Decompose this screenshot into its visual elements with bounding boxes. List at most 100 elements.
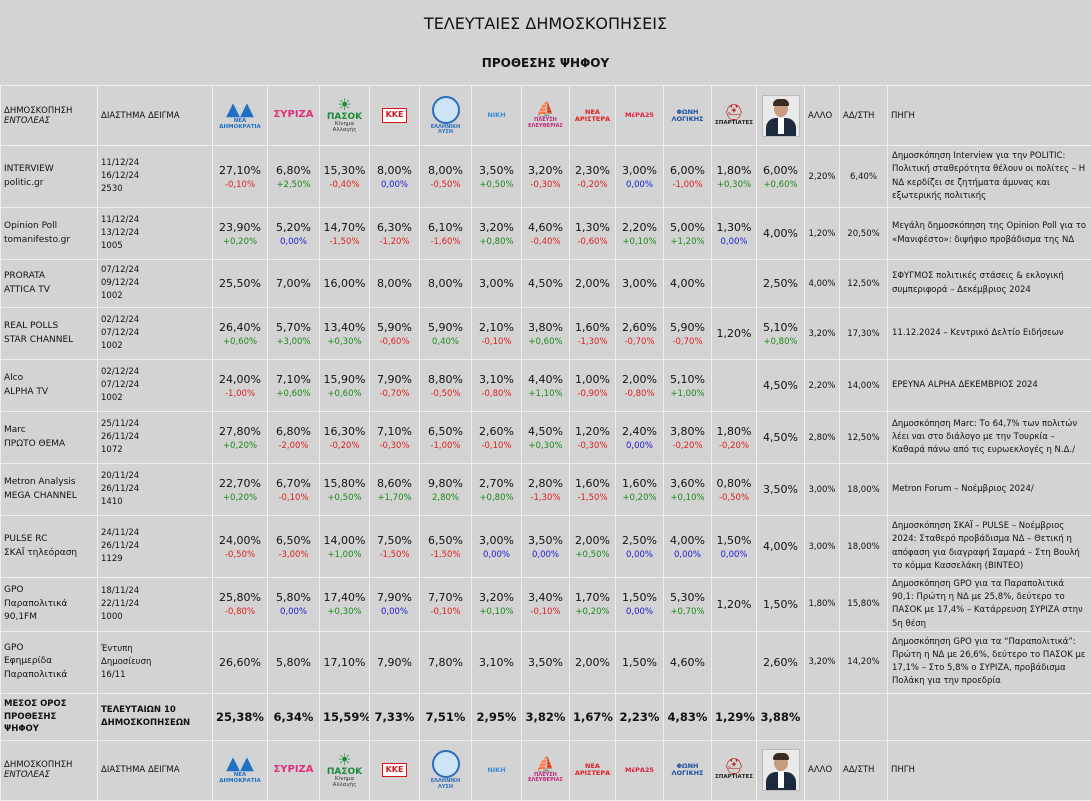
party-change: +0,70% [666, 607, 709, 617]
syriza-logo-icon: ΣΥΡΙΖΑ [273, 765, 313, 776]
party-value-cell: 1,70%+0,20% [570, 578, 616, 632]
party-percent: 5,80% [270, 656, 317, 669]
party-change: +0,20% [572, 607, 613, 617]
party-value-cell: 6,50%-1,00% [420, 412, 472, 464]
source-link[interactable]: Δημοσκόπηση GPO για τα Παραπολιτικά 90,1… [888, 578, 1091, 632]
party-value-cell: 3,80%-0,20% [664, 412, 712, 464]
party-percent: 2,20% [618, 221, 661, 234]
header-party-logo: ▲▲ΝΕΑ ΔΗΜΟΚΡΑΤΙΑ [213, 86, 268, 146]
party-percent: 1,20% [714, 327, 754, 340]
party-value-cell: 3,10% [472, 631, 522, 693]
party-change: 2,80% [422, 493, 469, 503]
party-value-cell: 25,50% [213, 260, 268, 308]
party-value-cell: 8,80%-0,50% [420, 360, 472, 412]
party-percent: 4,50% [524, 425, 567, 438]
average-value: 3,82% [522, 693, 570, 740]
party-percent: 4,50% [524, 277, 567, 290]
party-value-cell: 1,20% [712, 578, 757, 632]
party-value-cell: 8,00%0,00% [370, 146, 420, 208]
party-value-cell: 25,80%-0,80% [213, 578, 268, 632]
party-value-cell: 7,10%-0,30% [370, 412, 420, 464]
source-link[interactable]: Δημοσκόπηση Marc: Το 64,7% των πολιτών λ… [888, 412, 1091, 464]
party-percent: 27,10% [215, 164, 265, 177]
party-value-cell: 5,80% [268, 631, 320, 693]
party-change: +0,80% [474, 237, 519, 247]
party-change: +0,20% [215, 237, 265, 247]
foni-logikis-logo-icon: ΦΩΝΗ ΛΟΓΙΚΗΣ [667, 763, 708, 777]
source-link[interactable]: Metron Forum – Νοέμβριος 2024/ [888, 464, 1091, 516]
party-change: +3,00% [270, 337, 317, 347]
party-value-cell: 15,30%-0,40% [320, 146, 370, 208]
undecided-cell: 18,00% [840, 516, 888, 578]
party-value-cell: 2,50% [757, 260, 805, 308]
nd-logo-icon: ▲▲ΝΕΑ ΔΗΜΟΚΡΑΤΙΑ [216, 101, 264, 131]
party-change: +0,50% [572, 550, 613, 560]
party-change: -0,10% [524, 607, 567, 617]
party-percent: 22,70% [215, 477, 265, 490]
header-party-logo: ΕΛΛΗΝΙΚΗ ΛΥΣΗ [420, 740, 472, 800]
party-percent: 8,60% [372, 477, 417, 490]
source-link[interactable]: 11.12.2024 – Κεντρικό Δελτίο Ειδήσεων [888, 308, 1091, 360]
source-link[interactable]: Δημοσκόπηση ΣΚΑΪ – PULSE – Νοέμβριος 202… [888, 516, 1091, 578]
party-percent: 3,50% [474, 164, 519, 177]
party-value-cell: 2,60% [757, 631, 805, 693]
party-value-cell: 0,80%-0,50% [712, 464, 757, 516]
elliniki-lysi-logo-icon: ΕΛΛΗΝΙΚΗ ΛΥΣΗ [423, 96, 468, 136]
pollster-client: politic.gr [4, 177, 94, 191]
party-change: +0,30% [524, 441, 567, 451]
source-link[interactable]: ΕΡΕΥΝΑ ALPHA ΔΕΚΕΜΒΡΙΟΣ 2024 [888, 360, 1091, 412]
source-link[interactable]: Δημοσκόπηση GPO για τα “Παραπολιτικά”: Π… [888, 631, 1091, 693]
party-change: +0,80% [474, 493, 519, 503]
header-interval: ΔΙΑΣΤΗΜΑ ΔΕΙΓΜΑ [98, 740, 213, 800]
party-percent: 8,00% [422, 277, 469, 290]
party-percent: 2,00% [572, 534, 613, 547]
party-change: 0,00% [372, 607, 417, 617]
party-change: 0,00% [524, 550, 567, 560]
party-percent: 5,10% [666, 373, 709, 386]
party-value-cell: 26,40%+0,60% [213, 308, 268, 360]
party-change: +0,10% [666, 493, 709, 503]
average-value: 15,59% [320, 693, 370, 740]
page-title: ΤΕΛΕΥΤΑΙΕΣ ΔΗΜΟΣΚΟΠΗΣΕΙΣ [0, 14, 1091, 33]
party-percent: 8,00% [422, 164, 469, 177]
source-link[interactable]: Δημοσκόπηση Interview για την POLITIC: Π… [888, 146, 1091, 208]
party-value-cell: 2,80%-1,30% [522, 464, 570, 516]
party-value-cell: 1,50%0,00% [712, 516, 757, 578]
undecided-cell: 18,00% [840, 464, 888, 516]
party-value-cell: 7,50%-1,50% [370, 516, 420, 578]
party-value-cell: 3,20%+0,10% [472, 578, 522, 632]
nd-logo-icon: ▲▲ΝΕΑ ΔΗΜΟΚΡΑΤΙΑ [216, 755, 264, 785]
source-link[interactable]: Μεγάλη δημοσκόπηση της Opinion Poll για … [888, 208, 1091, 260]
party-percent: 15,80% [322, 477, 367, 490]
party-value-cell: 27,10%-0,10% [213, 146, 268, 208]
party-value-cell: 7,70%-0,10% [420, 578, 472, 632]
party-change: +0,60% [322, 389, 367, 399]
party-value-cell: 1,30%0,00% [712, 208, 757, 260]
party-value-cell: 26,60% [213, 631, 268, 693]
party-percent: 1,20% [714, 598, 754, 611]
party-percent: 5,70% [270, 321, 317, 334]
party-value-cell: 3,00%0,00% [472, 516, 522, 578]
source-link[interactable]: ΣΦΥΓΜΟΣ πολιτικές στάσεις & εκλογική συμ… [888, 260, 1091, 308]
party-change: -0,60% [572, 237, 613, 247]
party-change: +0,60% [270, 389, 317, 399]
interval-line: 1002 [101, 392, 209, 405]
other-cell: 2,20% [805, 146, 840, 208]
party-change: -0,80% [474, 389, 519, 399]
undecided-cell: 17,30% [840, 308, 888, 360]
party-percent: 17,40% [322, 591, 367, 604]
party-value-cell: 6,80%-2,00% [268, 412, 320, 464]
average-undecided-empty [840, 693, 888, 740]
interval-line: 1005 [101, 240, 209, 253]
party-value-cell: 5,30%+0,70% [664, 578, 712, 632]
party-value-cell: 3,10%-0,80% [472, 360, 522, 412]
party-percent: 16,30% [322, 425, 367, 438]
party-percent: 3,50% [759, 483, 802, 496]
party-percent: 4,50% [759, 431, 802, 444]
